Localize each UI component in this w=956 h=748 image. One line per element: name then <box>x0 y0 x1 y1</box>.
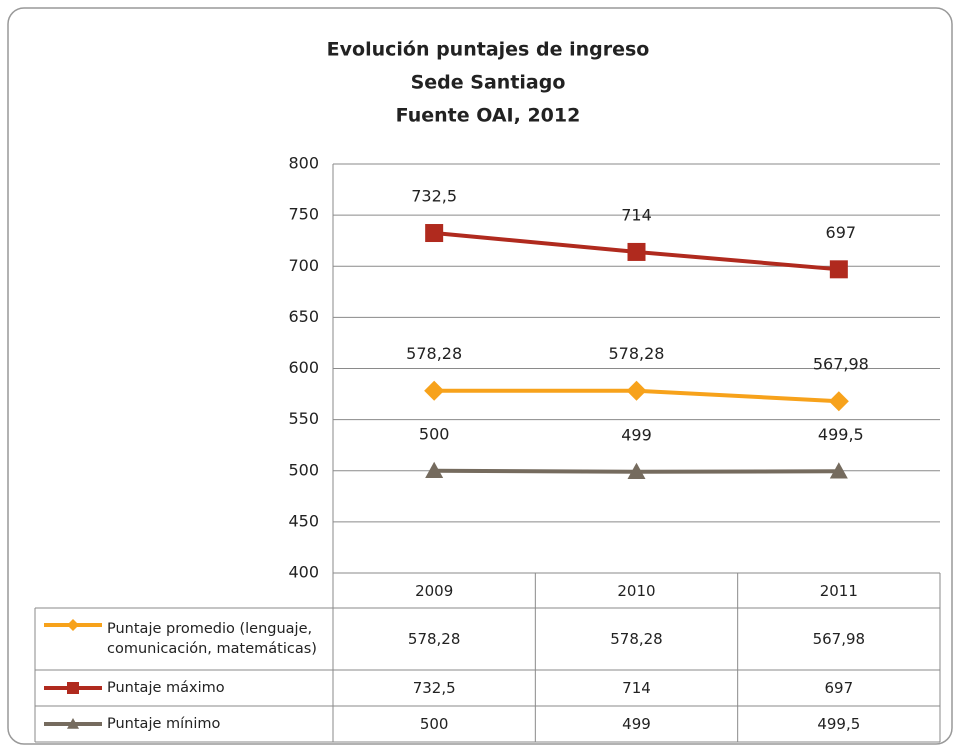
marker <box>67 718 79 729</box>
table-value: 732,5 <box>412 679 456 697</box>
table-value: 499 <box>622 715 651 733</box>
y-tick-label: 700 <box>288 256 319 275</box>
marker <box>425 461 444 478</box>
marker <box>828 391 849 412</box>
x-tick-label: 2011 <box>819 581 858 600</box>
data-label: 500 <box>419 424 450 443</box>
chart-title: Evolución puntajes de ingreso <box>327 39 650 61</box>
table-value: 578,28 <box>407 630 461 648</box>
x-tick-label: 2010 <box>617 581 656 600</box>
table-value: 567,98 <box>812 630 866 648</box>
table-value: 714 <box>622 679 651 697</box>
marker <box>67 682 79 694</box>
y-tick-label: 500 <box>288 460 319 479</box>
frame <box>7 7 953 745</box>
marker <box>627 242 646 261</box>
marker <box>829 462 848 479</box>
legend-label: Puntaje mínimo <box>107 716 221 732</box>
legend-label: Puntaje promedio (lenguaje, comunicación… <box>107 621 317 657</box>
data-label: 499,5 <box>818 425 864 444</box>
y-tick-label: 550 <box>288 409 319 428</box>
table-value: 697 <box>824 679 854 697</box>
data-label: 697 <box>826 223 857 242</box>
marker <box>829 260 848 279</box>
marker <box>627 462 646 479</box>
y-tick-label: 450 <box>288 511 319 530</box>
table-value: 578,28 <box>610 630 663 648</box>
marker <box>424 380 445 401</box>
marker <box>425 224 444 243</box>
data-label: 567,98 <box>813 355 869 374</box>
chart-title: Sede Santiago <box>411 72 566 94</box>
y-tick-label: 650 <box>288 307 319 326</box>
table-value: 499,5 <box>817 715 861 733</box>
y-tick-label: 400 <box>288 563 319 582</box>
data-label: 578,28 <box>406 344 462 363</box>
data-label: 578,28 <box>609 344 665 363</box>
marker <box>67 619 79 631</box>
chart-title: Fuente OAI, 2012 <box>396 105 581 127</box>
y-tick-label: 800 <box>288 154 319 173</box>
table-value: 500 <box>419 715 449 733</box>
y-tick-label: 600 <box>288 358 319 377</box>
data-label: 499 <box>621 425 652 444</box>
data-label: 732,5 <box>411 187 457 206</box>
x-tick-label: 2009 <box>415 581 454 600</box>
data-label: 714 <box>621 205 652 224</box>
marker <box>626 380 647 401</box>
y-tick-label: 750 <box>288 205 319 224</box>
legend-label: Puntaje máximo <box>107 680 225 696</box>
